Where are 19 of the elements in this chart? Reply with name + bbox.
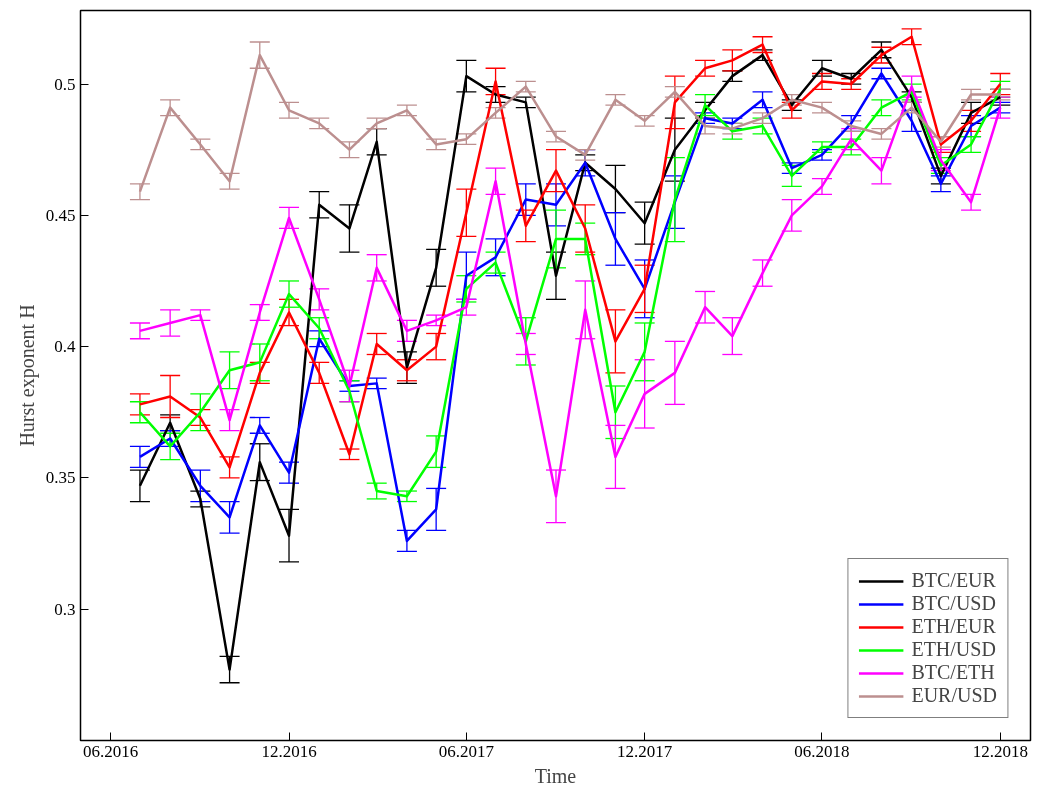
y-tick-label: 0.3	[54, 599, 76, 619]
legend-label: BTC/EUR	[911, 569, 996, 592]
legend-label: BTC/USD	[911, 592, 996, 615]
x-tick-label: 12.2017	[617, 741, 673, 761]
x-tick-label: 06.2017	[438, 741, 495, 761]
x-tick-label: 06.2018	[794, 741, 850, 761]
x-tick-label: 06.2016	[83, 741, 139, 761]
legend-label: EUR/USD	[911, 684, 997, 707]
legend-label: ETH/EUR	[911, 615, 996, 638]
y-axis-title: Hurst exponent H	[15, 304, 39, 447]
legend-label: ETH/USD	[911, 638, 996, 661]
y-tick-label: 0.4	[54, 337, 76, 357]
x-tick-label: 12.2018	[972, 741, 1028, 761]
y-tick-label: 0.35	[45, 468, 76, 488]
x-tick-label: 12.2016	[261, 741, 317, 761]
x-axis-title: Time	[534, 764, 577, 787]
y-tick-label: 0.45	[45, 205, 76, 225]
y-tick-label: 0.5	[54, 74, 76, 94]
legend-label: BTC/ETH	[911, 661, 995, 684]
